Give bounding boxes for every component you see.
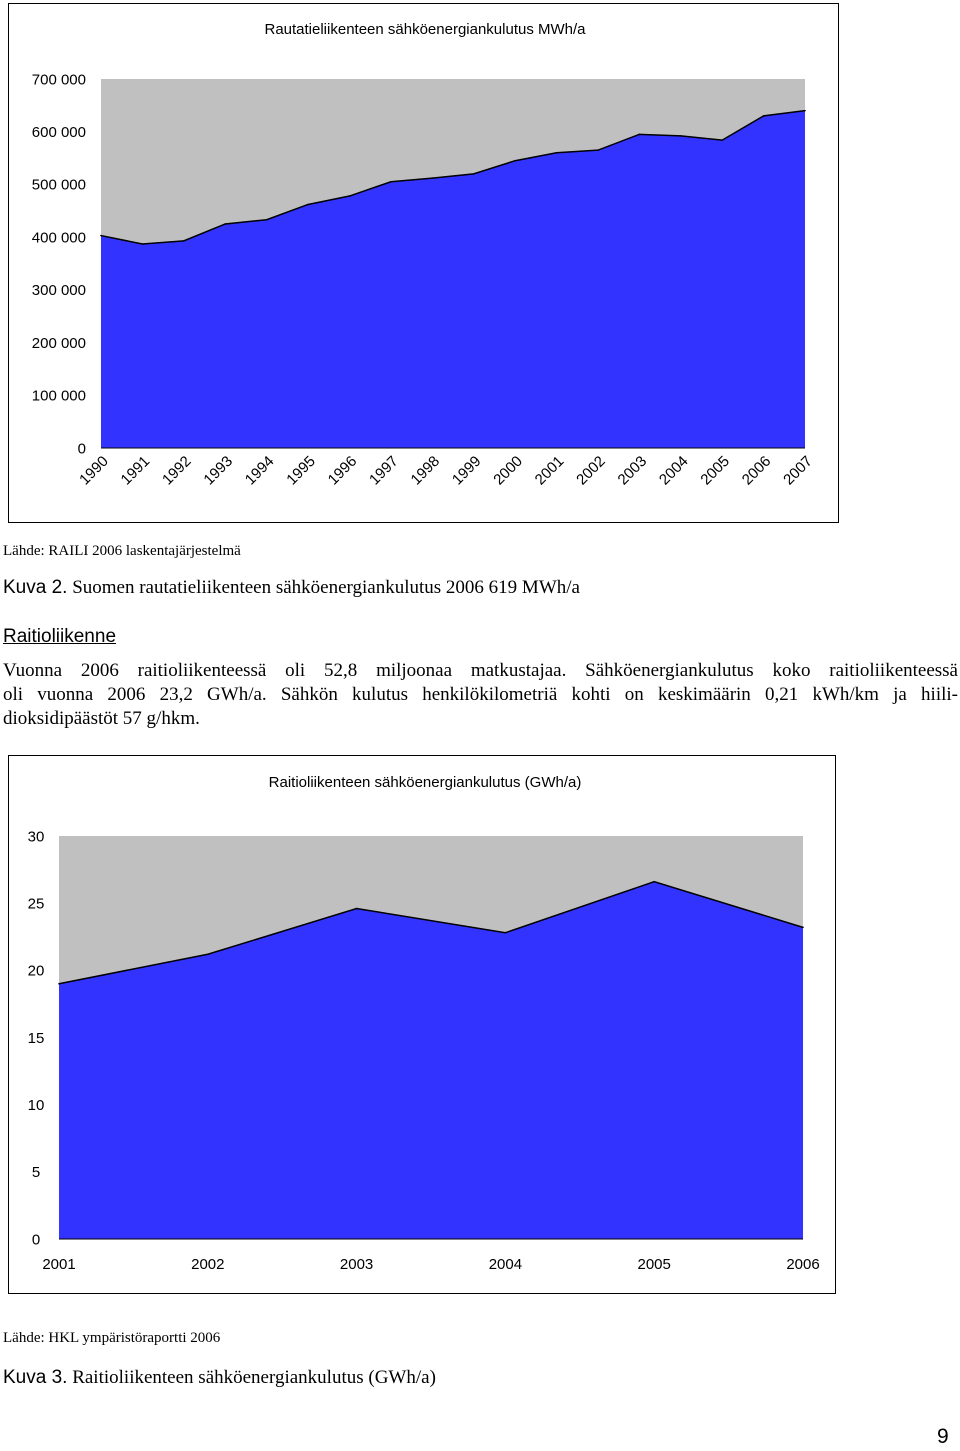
y-tick-label: 5: [32, 1164, 40, 1181]
paragraph-line-3: dioksidipäästöt 57 g/hkm.: [3, 708, 200, 729]
data-point-1999: [472, 173, 475, 175]
chart-title: Raitioliikenteen sähköenergiankulutus (G…: [269, 774, 582, 791]
data-point-2002: [207, 953, 209, 956]
data-point-1998: [431, 177, 434, 179]
figure3-caption-label: Kuva 3.: [3, 1367, 68, 1388]
x-tick-label: 1990: [76, 453, 112, 489]
x-tick-label: 1996: [325, 453, 361, 489]
y-tick-label: 100 000: [32, 388, 86, 405]
data-point-2001: [555, 152, 558, 154]
x-tick-label: 2001: [42, 1256, 75, 1273]
area-line: [100, 109, 806, 245]
y-tick-label: 30: [28, 828, 45, 845]
x-tick-label: 2004: [489, 1256, 522, 1273]
x-tick-label: 2002: [573, 453, 609, 489]
x-tick-label: 2004: [656, 453, 692, 489]
rail-chart: Rautatieliikenteen sähköenergiankulutus …: [8, 3, 839, 523]
x-tick-label: 1994: [242, 453, 278, 489]
x-tick-label: 2007: [780, 453, 816, 489]
x-tick-label: 2003: [340, 1256, 373, 1273]
data-point-2001: [58, 982, 60, 985]
y-tick-label: 0: [78, 440, 86, 457]
y-tick-label: 0: [32, 1231, 40, 1248]
x-tick-label: 1992: [159, 453, 195, 489]
chart-title: Rautatieliikenteen sähköenergiankulutus …: [264, 21, 586, 38]
figure3-source: Lähde: HKL ympäristöraportti 2006: [3, 1330, 221, 1346]
x-tick-label: 1999: [449, 453, 485, 489]
page-number: 9: [937, 1425, 949, 1448]
x-tick-label: 1991: [118, 453, 154, 489]
y-tick-label: 700 000: [32, 71, 86, 88]
data-point-1991: [141, 243, 144, 245]
figure3-caption-text: Raitioliikenteen sähköenergiankulutus (G…: [67, 1367, 436, 1388]
data-point-1990: [100, 234, 102, 237]
x-tick-label: 2005: [697, 453, 733, 489]
tram-chart-svg: Raitioliikenteen sähköenergiankulutus (G…: [28, 774, 820, 1273]
data-point-2004: [504, 931, 507, 934]
data-point-2004: [679, 135, 682, 137]
x-tick-label: 2005: [638, 1256, 671, 1273]
area-fill: [101, 110, 805, 448]
data-point-1997: [390, 180, 392, 183]
y-tick-label: 15: [28, 1030, 45, 1047]
tram-chart: Raitioliikenteen sähköenergiankulutus (G…: [8, 755, 836, 1294]
data-point-1995: [307, 203, 309, 206]
area-line: [58, 880, 804, 985]
y-tick-label: 25: [28, 895, 45, 912]
figure3-caption: Kuva 3. Raitioliikenteen sähköenergianku…: [3, 1367, 436, 1389]
data-point-2000: [514, 159, 516, 162]
x-tick-label: 2001: [532, 453, 568, 489]
x-tick-label: 1995: [283, 453, 319, 489]
x-tick-label: 2000: [490, 453, 526, 489]
y-tick-label: 400 000: [32, 229, 86, 246]
figure2-caption: Kuva 2. Suomen rautatieliikenteen sähköe…: [3, 577, 580, 599]
data-point-1994: [265, 218, 268, 221]
area-fill: [59, 881, 803, 1239]
y-tick-label: 10: [28, 1097, 45, 1114]
figure2-caption-text: Suomen rautatieliikenteen sähköenergiank…: [67, 577, 580, 598]
data-point-2005: [653, 880, 655, 883]
x-tick-label: 2003: [615, 453, 651, 489]
x-tick-label: 1997: [366, 453, 402, 489]
data-point-1992: [183, 240, 185, 242]
y-tick-label: 20: [28, 963, 45, 980]
section-heading: Raitioliikenne: [3, 626, 117, 647]
rail-chart-svg: Rautatieliikenteen sähköenergiankulutus …: [32, 21, 816, 489]
x-tick-label: 2002: [191, 1256, 224, 1273]
paragraph-line-2: oli vuonna 2006 23,2 GWh/a. Sähkön kulut…: [3, 684, 958, 705]
x-tick-label: 2006: [786, 1256, 819, 1273]
data-point-2005: [721, 139, 723, 141]
data-point-2007: [804, 109, 806, 112]
y-tick-label: 200 000: [32, 335, 86, 352]
data-point-2006: [762, 115, 765, 117]
x-tick-label: 1998: [408, 453, 444, 489]
y-tick-label: 600 000: [32, 124, 86, 141]
figure2-source: Lähde: RAILI 2006 laskentajärjestelmä: [3, 543, 241, 559]
data-point-2006: [802, 926, 804, 929]
data-point-1993: [224, 223, 227, 225]
x-tick-label: 2006: [739, 453, 775, 489]
data-point-2002: [597, 149, 599, 151]
data-point-2003: [355, 907, 358, 910]
y-tick-label: 300 000: [32, 282, 86, 299]
data-point-2003: [638, 133, 641, 136]
figure2-caption-label: Kuva 2.: [3, 577, 68, 598]
y-tick-label: 500 000: [32, 177, 86, 194]
data-point-1996: [348, 195, 351, 197]
section-paragraph: Vuonna 2006 raitioliikenteessä oli 52,8 …: [3, 659, 958, 731]
paragraph-line-1: Vuonna 2006 raitioliikenteessä oli 52,8 …: [3, 660, 958, 681]
x-tick-label: 1993: [200, 453, 236, 489]
